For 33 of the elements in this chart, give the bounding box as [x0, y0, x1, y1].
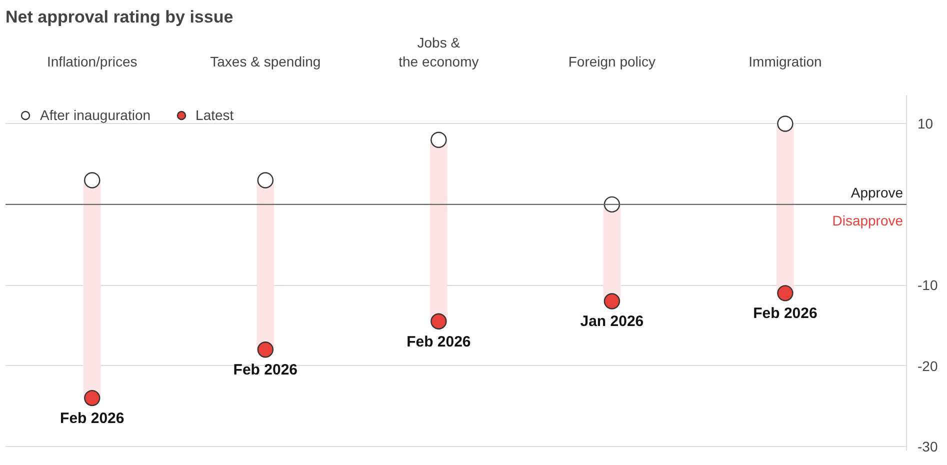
x-tick-label: Inflation/prices	[47, 54, 138, 70]
point	[257, 342, 274, 358]
point	[257, 172, 274, 188]
legend-label: After inauguration	[40, 107, 151, 123]
annotation: Approve	[850, 184, 904, 200]
point	[604, 196, 620, 213]
point	[777, 116, 794, 132]
y-tick-label: 10	[918, 116, 934, 132]
data-label: Jan 2026	[580, 313, 644, 330]
bar	[256, 180, 274, 350]
bar	[776, 124, 794, 294]
point	[430, 132, 447, 148]
annotation: Disapprove	[832, 212, 904, 228]
x-tick-label: Taxes & spending	[210, 54, 321, 70]
point	[430, 313, 447, 330]
point	[604, 293, 620, 310]
x-tick-label: Jobs & the economy	[398, 34, 479, 70]
legend-label: Latest	[196, 107, 234, 123]
point	[84, 390, 100, 406]
data-label: Feb 2026	[233, 362, 298, 379]
data-label: Feb 2026	[753, 305, 818, 322]
chart-title: Net approval rating by issue	[6, 8, 234, 26]
point	[84, 172, 100, 188]
x-tick-label: Foreign policy	[568, 54, 656, 70]
bar	[430, 140, 448, 322]
bar	[83, 180, 101, 398]
y-tick-label: -20	[918, 358, 938, 374]
data-label: Feb 2026	[406, 333, 471, 350]
y-tick-label: -30	[918, 438, 938, 454]
data-label: Feb 2026	[60, 410, 124, 428]
x-tick-label: Immigration	[748, 54, 822, 70]
y-tick-label: -10	[918, 277, 938, 294]
point	[777, 285, 794, 302]
